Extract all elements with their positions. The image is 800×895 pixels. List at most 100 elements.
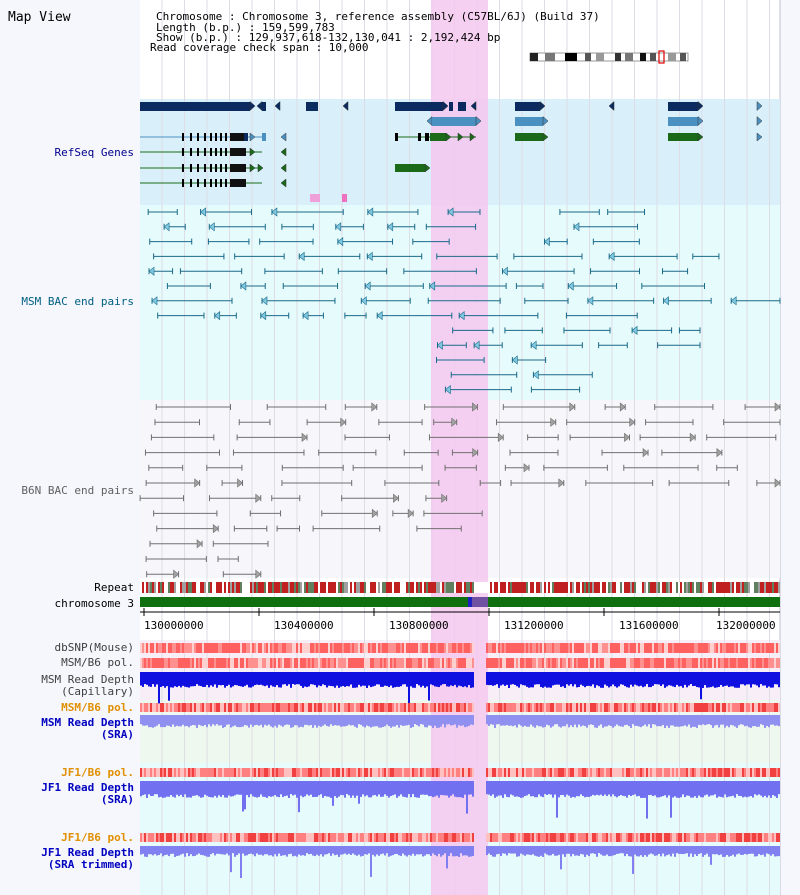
msm-b6-pol2-cell (586, 703, 588, 712)
repeat-element (190, 582, 192, 593)
dbsnp-cell (578, 643, 580, 653)
jf1-b6-pol-cell (392, 768, 394, 777)
msm-read-depth-sra-bar (612, 715, 614, 728)
msm-b6-pol2-cell (390, 703, 392, 712)
msm-b6-pol2-cell (772, 703, 774, 712)
jf1-read-depth-trim-bar (554, 846, 556, 856)
jf1-b6-pol2-cell (522, 833, 524, 842)
track-label-jf1-b6-pol-2[interactable]: JF1/B6 pol. (61, 831, 134, 844)
jf1-read-depth-trim-bar (644, 846, 646, 856)
track-label-jf1-read-trim[interactable]: JF1 Read Depth (41, 846, 134, 859)
msm-read-depth-sra-bar (624, 715, 626, 726)
msm-b6-pol2-cell (724, 703, 726, 712)
jf1-b6-pol-cell (156, 768, 158, 777)
dbsnp-cell (300, 643, 302, 653)
jf1-b6-pol-cell (504, 768, 506, 777)
jf1-read-depth-sra-bar (568, 781, 570, 796)
track-label-msm-b6-pol[interactable]: MSM/B6 pol. (61, 656, 134, 669)
jf1-b6-pol-cell (758, 768, 760, 777)
jf1-read-depth-sra-bar (236, 781, 238, 795)
msm-read-depth-cap-bar (448, 672, 450, 687)
repeat-element (532, 582, 534, 593)
jf1-read-depth-trim-bar (504, 846, 506, 854)
dbsnp-cell (588, 643, 590, 653)
jf1-read-depth-trim-bar (178, 846, 180, 856)
dbsnp-cell (776, 643, 778, 653)
msm-b6-pol2-cell (710, 703, 712, 712)
msm-read-depth-cap-bar (634, 672, 636, 685)
repeat-element (150, 582, 152, 593)
track-label-b6n-bac[interactable]: B6N BAC end pairs (21, 484, 134, 497)
track-label-msm-b6-pol-2[interactable]: MSM/B6 pol. (61, 701, 134, 714)
jf1-b6-pol2-cell (642, 833, 644, 842)
jf1-read-depth-trim-bar (660, 846, 662, 857)
repeat-element (450, 582, 452, 593)
jf1-read-depth-sra-bar (172, 781, 174, 797)
jf1-b6-pol-cell (618, 768, 620, 777)
msm-b6-pol2-cell (590, 703, 592, 712)
track-label-msm-bac[interactable]: MSM BAC end pairs (21, 295, 134, 308)
repeat-element (424, 582, 426, 593)
msm-b6-pol-cell (232, 658, 234, 668)
msm-read-depth-cap-bar (144, 672, 146, 685)
transcript-exon (215, 164, 217, 172)
msm-read-depth-cap-bar (450, 672, 452, 686)
msm-read-depth-cap-bar (428, 672, 430, 701)
jf1-b6-pol2-cell (584, 833, 586, 842)
dbsnp-cell (614, 643, 616, 653)
msm-b6-pol2-cell (570, 703, 572, 712)
msm-read-depth-sra-bar (402, 715, 404, 726)
jf1-b6-pol-cell (632, 768, 634, 777)
msm-read-depth-sra-bar (426, 715, 428, 728)
dbsnp-cell (144, 643, 146, 653)
jf1-read-depth-trim-bar (456, 846, 458, 857)
track-label-jf1-read-sra[interactable]: JF1 Read Depth (41, 781, 134, 794)
jf1-read-depth-trim-bar (728, 846, 730, 857)
transcript-exon (210, 179, 212, 187)
track-label-jf1-b6-pol[interactable]: JF1/B6 pol. (61, 766, 134, 779)
jf1-read-depth-trim-bar (292, 846, 294, 857)
msm-b6-pol-cell (376, 658, 378, 668)
repeat-element (752, 582, 754, 593)
msm-read-depth-cap-bar (622, 672, 624, 685)
jf1-read-depth-trim-bar (186, 846, 188, 854)
repeat-element (154, 582, 156, 593)
repeat-element (208, 582, 210, 593)
msm-b6-pol-cell (432, 658, 434, 668)
ideogram-band (668, 53, 676, 61)
msm-read-depth-cap-bar (514, 672, 516, 685)
repeat-element (426, 582, 428, 593)
track-label-refseq[interactable]: RefSeq Genes (54, 146, 134, 159)
msm-read-depth-sra-bar (548, 715, 550, 726)
track-label-dbsnp[interactable]: dbSNP(Mouse) (54, 641, 134, 654)
jf1-b6-pol2-cell (436, 833, 438, 842)
track-label-msm-read-sra[interactable]: MSM Read Depth (41, 716, 134, 729)
msm-b6-pol-cell (614, 658, 616, 668)
msm-b6-pol2-cell (558, 703, 560, 712)
msm-b6-pol-cell (308, 658, 310, 668)
bac-end-arrow (631, 325, 638, 336)
track-label-msm-read-cap[interactable]: MSM Read Depth (41, 673, 134, 686)
msm-read-depth-cap-bar (248, 672, 250, 688)
msm-b6-pol-cell (220, 658, 222, 668)
jf1-read-depth-sra-bar (544, 781, 546, 795)
jf1-read-depth-sra-bar (358, 781, 360, 804)
strand-arrow (280, 147, 287, 157)
msm-b6-pol-cell (698, 658, 700, 668)
dbsnp-cell (624, 643, 626, 653)
jf1-b6-pol2-cell (178, 833, 180, 842)
dbsnp-cell (490, 643, 492, 653)
dbsnp-cell (628, 643, 630, 653)
msm-b6-pol2-cell (504, 703, 506, 712)
msm-read-depth-sra-bar (296, 715, 298, 726)
msm-b6-pol-cell (464, 658, 466, 668)
jf1-read-depth-trim-bar (542, 846, 544, 857)
msm-b6-pol-cell (728, 658, 730, 668)
msm-b6-pol2-cell (218, 703, 220, 712)
msm-read-depth-sra-bar (150, 715, 152, 728)
msm-read-depth-sra-bar (742, 715, 744, 725)
msm-read-depth-cap-bar (140, 672, 142, 686)
repeat-element (346, 582, 348, 593)
dbsnp-cell (686, 643, 688, 653)
